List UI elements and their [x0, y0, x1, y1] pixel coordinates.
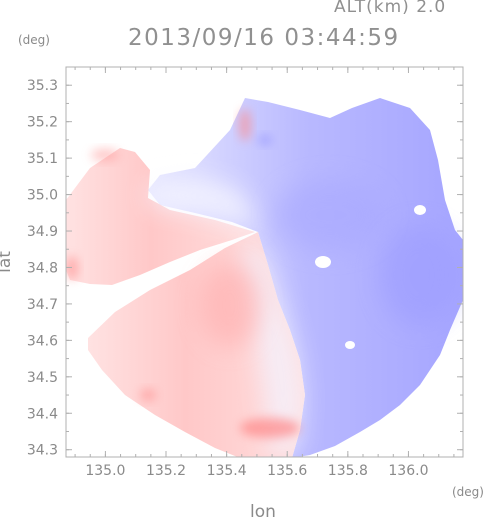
- negative-core-north: [275, 180, 385, 250]
- x-tick-label: 135.2: [146, 463, 186, 479]
- y-unit-label: (deg): [18, 33, 50, 47]
- plot-frame: [65, 66, 464, 458]
- x-tick-label: 135.0: [85, 463, 125, 479]
- y-tick-label: 34.5: [27, 370, 58, 386]
- positive-region-upper: [66, 148, 255, 285]
- x-tick-label: 135.8: [328, 463, 368, 479]
- echo-gap: [414, 205, 426, 215]
- noise-patch: [66, 256, 78, 280]
- y-tick-label: 34.3: [27, 443, 58, 459]
- velocity-field: [66, 98, 463, 457]
- x-tick-label: 135.4: [207, 463, 247, 479]
- noise-patch: [258, 135, 272, 145]
- y-tick-label: 34.7: [27, 297, 58, 313]
- y-tick-label: 35.1: [27, 151, 58, 167]
- y-tick-label: 34.6: [27, 333, 58, 349]
- y-tick-label: 35.3: [27, 78, 58, 94]
- x-unit-label: (deg): [452, 485, 484, 499]
- altitude-label: ALT(km) 2.0: [334, 0, 447, 17]
- noise-patch: [239, 109, 251, 141]
- y-tick-label: 34.9: [27, 224, 58, 240]
- echo-gap: [315, 256, 331, 268]
- y-tick-label: 34.8: [27, 260, 58, 276]
- noise-patch: [91, 149, 119, 161]
- x-axis-label: lon: [250, 502, 276, 522]
- y-tick-label: 35.0: [27, 188, 58, 204]
- negative-core: [380, 225, 460, 325]
- noise-patch: [140, 389, 156, 401]
- x-tick-label: 136.0: [388, 463, 428, 479]
- y-tick-label: 35.2: [27, 115, 58, 131]
- echo-gap: [345, 341, 355, 349]
- y-tick-label: 34.4: [27, 406, 58, 422]
- chart-title: 2013/09/16 03:44:59: [128, 25, 400, 51]
- axis-ticks: 135.0 135.2 135.4 135.6 135.8 136.0 34.3 34.4 34…: [27, 66, 463, 479]
- noise-patch: [240, 418, 300, 438]
- neutral-band-north: [150, 178, 262, 230]
- positive-core: [200, 263, 260, 347]
- x-tick-label: 135.6: [267, 463, 307, 479]
